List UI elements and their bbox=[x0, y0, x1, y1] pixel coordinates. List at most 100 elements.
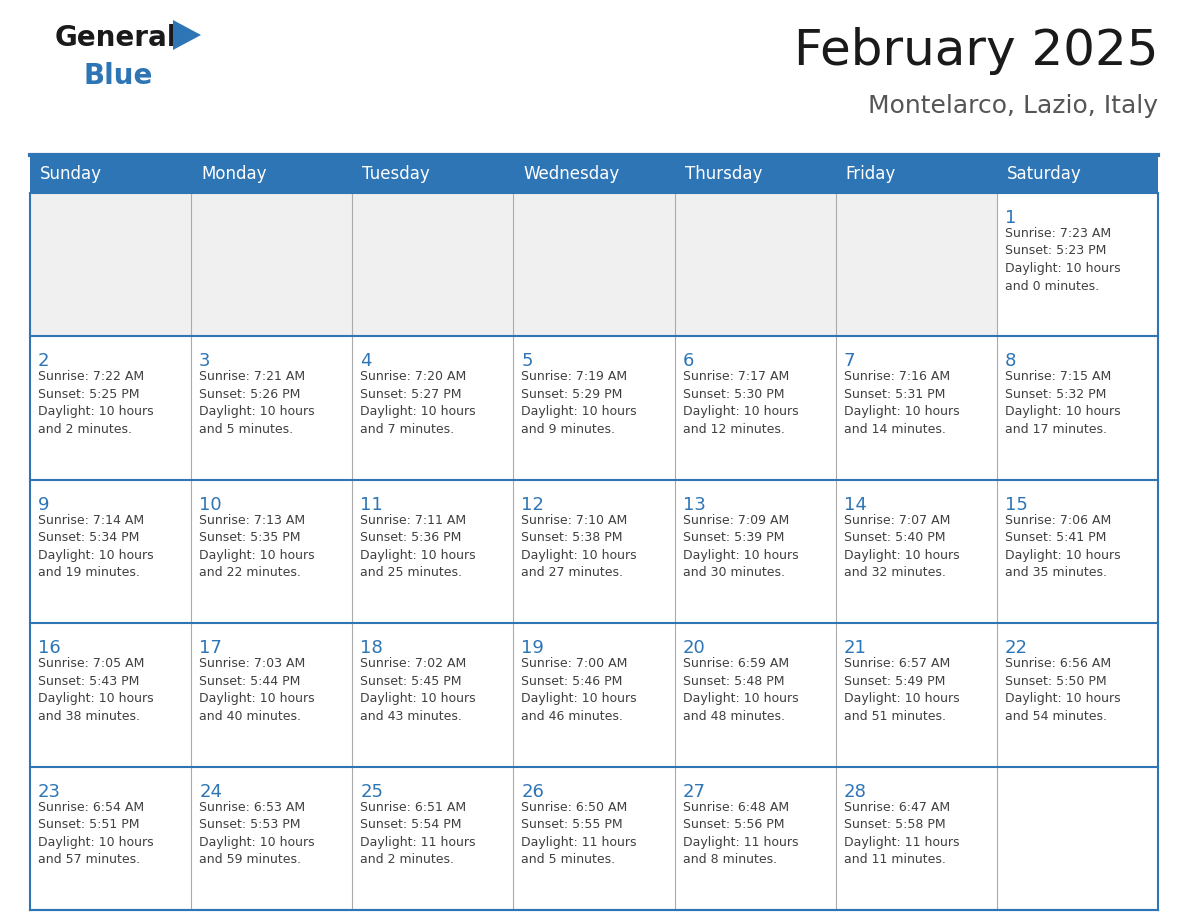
Text: 25: 25 bbox=[360, 783, 384, 800]
Bar bbox=[675, 336, 835, 480]
Bar bbox=[353, 480, 513, 623]
Text: 6: 6 bbox=[683, 353, 694, 370]
Text: 13: 13 bbox=[683, 496, 706, 514]
Text: Thursday: Thursday bbox=[684, 165, 762, 183]
Bar bbox=[997, 623, 1158, 767]
Text: Sunrise: 7:11 AM
Sunset: 5:36 PM
Daylight: 10 hours
and 25 minutes.: Sunrise: 7:11 AM Sunset: 5:36 PM Dayligh… bbox=[360, 514, 476, 579]
Text: Monday: Monday bbox=[201, 165, 266, 183]
Text: 10: 10 bbox=[200, 496, 222, 514]
Text: Sunrise: 7:22 AM
Sunset: 5:25 PM
Daylight: 10 hours
and 2 minutes.: Sunrise: 7:22 AM Sunset: 5:25 PM Dayligh… bbox=[38, 370, 153, 436]
Bar bbox=[675, 767, 835, 910]
Text: February 2025: February 2025 bbox=[794, 27, 1158, 75]
Bar bbox=[675, 193, 835, 336]
Bar bbox=[997, 336, 1158, 480]
Text: Sunrise: 7:20 AM
Sunset: 5:27 PM
Daylight: 10 hours
and 7 minutes.: Sunrise: 7:20 AM Sunset: 5:27 PM Dayligh… bbox=[360, 370, 476, 436]
Text: Tuesday: Tuesday bbox=[362, 165, 430, 183]
Text: 26: 26 bbox=[522, 783, 544, 800]
Text: Montelarco, Lazio, Italy: Montelarco, Lazio, Italy bbox=[868, 94, 1158, 118]
Bar bbox=[997, 193, 1158, 336]
Text: Saturday: Saturday bbox=[1007, 165, 1081, 183]
Text: 27: 27 bbox=[683, 783, 706, 800]
Text: Sunrise: 6:54 AM
Sunset: 5:51 PM
Daylight: 10 hours
and 57 minutes.: Sunrise: 6:54 AM Sunset: 5:51 PM Dayligh… bbox=[38, 800, 153, 866]
Text: Sunrise: 6:48 AM
Sunset: 5:56 PM
Daylight: 11 hours
and 8 minutes.: Sunrise: 6:48 AM Sunset: 5:56 PM Dayligh… bbox=[683, 800, 798, 866]
Text: 2: 2 bbox=[38, 353, 50, 370]
Bar bbox=[30, 623, 191, 767]
Text: Sunrise: 7:19 AM
Sunset: 5:29 PM
Daylight: 10 hours
and 9 minutes.: Sunrise: 7:19 AM Sunset: 5:29 PM Dayligh… bbox=[522, 370, 637, 436]
Text: Sunrise: 7:14 AM
Sunset: 5:34 PM
Daylight: 10 hours
and 19 minutes.: Sunrise: 7:14 AM Sunset: 5:34 PM Dayligh… bbox=[38, 514, 153, 579]
Text: 3: 3 bbox=[200, 353, 210, 370]
Bar bbox=[30, 767, 191, 910]
Bar bbox=[191, 336, 353, 480]
Text: 12: 12 bbox=[522, 496, 544, 514]
Bar bbox=[513, 193, 675, 336]
Text: 20: 20 bbox=[683, 639, 706, 657]
Bar bbox=[353, 623, 513, 767]
Bar bbox=[513, 336, 675, 480]
Bar bbox=[191, 480, 353, 623]
Text: 24: 24 bbox=[200, 783, 222, 800]
Text: Sunrise: 6:53 AM
Sunset: 5:53 PM
Daylight: 10 hours
and 59 minutes.: Sunrise: 6:53 AM Sunset: 5:53 PM Dayligh… bbox=[200, 800, 315, 866]
Bar bbox=[513, 767, 675, 910]
Text: 15: 15 bbox=[1005, 496, 1028, 514]
Text: Sunrise: 7:07 AM
Sunset: 5:40 PM
Daylight: 10 hours
and 32 minutes.: Sunrise: 7:07 AM Sunset: 5:40 PM Dayligh… bbox=[843, 514, 960, 579]
Text: 18: 18 bbox=[360, 639, 383, 657]
Text: Sunrise: 6:50 AM
Sunset: 5:55 PM
Daylight: 11 hours
and 5 minutes.: Sunrise: 6:50 AM Sunset: 5:55 PM Dayligh… bbox=[522, 800, 637, 866]
Text: 9: 9 bbox=[38, 496, 50, 514]
Text: 22: 22 bbox=[1005, 639, 1028, 657]
Bar bbox=[835, 336, 997, 480]
Text: Friday: Friday bbox=[846, 165, 896, 183]
Bar bbox=[835, 767, 997, 910]
Bar bbox=[30, 336, 191, 480]
Bar bbox=[835, 193, 997, 336]
Text: 11: 11 bbox=[360, 496, 383, 514]
Text: Wednesday: Wednesday bbox=[524, 165, 620, 183]
Bar bbox=[191, 193, 353, 336]
Text: 17: 17 bbox=[200, 639, 222, 657]
Bar bbox=[30, 193, 191, 336]
Bar bbox=[30, 480, 191, 623]
Text: 21: 21 bbox=[843, 639, 866, 657]
Text: Sunrise: 7:17 AM
Sunset: 5:30 PM
Daylight: 10 hours
and 12 minutes.: Sunrise: 7:17 AM Sunset: 5:30 PM Dayligh… bbox=[683, 370, 798, 436]
Text: Sunrise: 7:02 AM
Sunset: 5:45 PM
Daylight: 10 hours
and 43 minutes.: Sunrise: 7:02 AM Sunset: 5:45 PM Dayligh… bbox=[360, 657, 476, 722]
Text: Sunrise: 6:47 AM
Sunset: 5:58 PM
Daylight: 11 hours
and 11 minutes.: Sunrise: 6:47 AM Sunset: 5:58 PM Dayligh… bbox=[843, 800, 959, 866]
Text: 23: 23 bbox=[38, 783, 61, 800]
Bar bbox=[997, 767, 1158, 910]
Bar bbox=[353, 336, 513, 480]
Text: Sunrise: 7:23 AM
Sunset: 5:23 PM
Daylight: 10 hours
and 0 minutes.: Sunrise: 7:23 AM Sunset: 5:23 PM Dayligh… bbox=[1005, 227, 1120, 293]
Text: 4: 4 bbox=[360, 353, 372, 370]
Text: 14: 14 bbox=[843, 496, 866, 514]
Text: 5: 5 bbox=[522, 353, 533, 370]
Text: 8: 8 bbox=[1005, 353, 1016, 370]
Polygon shape bbox=[173, 20, 201, 50]
Text: Sunrise: 6:51 AM
Sunset: 5:54 PM
Daylight: 11 hours
and 2 minutes.: Sunrise: 6:51 AM Sunset: 5:54 PM Dayligh… bbox=[360, 800, 475, 866]
Text: 28: 28 bbox=[843, 783, 866, 800]
Text: Sunrise: 7:00 AM
Sunset: 5:46 PM
Daylight: 10 hours
and 46 minutes.: Sunrise: 7:00 AM Sunset: 5:46 PM Dayligh… bbox=[522, 657, 637, 722]
Text: Sunrise: 7:10 AM
Sunset: 5:38 PM
Daylight: 10 hours
and 27 minutes.: Sunrise: 7:10 AM Sunset: 5:38 PM Dayligh… bbox=[522, 514, 637, 579]
Text: Sunrise: 6:57 AM
Sunset: 5:49 PM
Daylight: 10 hours
and 51 minutes.: Sunrise: 6:57 AM Sunset: 5:49 PM Dayligh… bbox=[843, 657, 960, 722]
Text: Blue: Blue bbox=[83, 62, 152, 90]
Bar bbox=[835, 623, 997, 767]
Text: Sunrise: 7:21 AM
Sunset: 5:26 PM
Daylight: 10 hours
and 5 minutes.: Sunrise: 7:21 AM Sunset: 5:26 PM Dayligh… bbox=[200, 370, 315, 436]
Bar bbox=[513, 623, 675, 767]
Text: 1: 1 bbox=[1005, 209, 1016, 227]
Text: Sunday: Sunday bbox=[40, 165, 102, 183]
Bar bbox=[30, 155, 1158, 193]
Text: 7: 7 bbox=[843, 353, 855, 370]
Text: Sunrise: 7:13 AM
Sunset: 5:35 PM
Daylight: 10 hours
and 22 minutes.: Sunrise: 7:13 AM Sunset: 5:35 PM Dayligh… bbox=[200, 514, 315, 579]
Bar bbox=[513, 480, 675, 623]
Text: Sunrise: 7:09 AM
Sunset: 5:39 PM
Daylight: 10 hours
and 30 minutes.: Sunrise: 7:09 AM Sunset: 5:39 PM Dayligh… bbox=[683, 514, 798, 579]
Bar bbox=[997, 480, 1158, 623]
Text: Sunrise: 7:03 AM
Sunset: 5:44 PM
Daylight: 10 hours
and 40 minutes.: Sunrise: 7:03 AM Sunset: 5:44 PM Dayligh… bbox=[200, 657, 315, 722]
Text: Sunrise: 7:15 AM
Sunset: 5:32 PM
Daylight: 10 hours
and 17 minutes.: Sunrise: 7:15 AM Sunset: 5:32 PM Dayligh… bbox=[1005, 370, 1120, 436]
Bar bbox=[675, 623, 835, 767]
Bar bbox=[191, 623, 353, 767]
Bar bbox=[675, 480, 835, 623]
Bar bbox=[835, 480, 997, 623]
Bar bbox=[353, 193, 513, 336]
Text: Sunrise: 7:05 AM
Sunset: 5:43 PM
Daylight: 10 hours
and 38 minutes.: Sunrise: 7:05 AM Sunset: 5:43 PM Dayligh… bbox=[38, 657, 153, 722]
Text: Sunrise: 6:59 AM
Sunset: 5:48 PM
Daylight: 10 hours
and 48 minutes.: Sunrise: 6:59 AM Sunset: 5:48 PM Dayligh… bbox=[683, 657, 798, 722]
Bar bbox=[191, 767, 353, 910]
Bar bbox=[353, 767, 513, 910]
Text: Sunrise: 7:16 AM
Sunset: 5:31 PM
Daylight: 10 hours
and 14 minutes.: Sunrise: 7:16 AM Sunset: 5:31 PM Dayligh… bbox=[843, 370, 960, 436]
Text: 19: 19 bbox=[522, 639, 544, 657]
